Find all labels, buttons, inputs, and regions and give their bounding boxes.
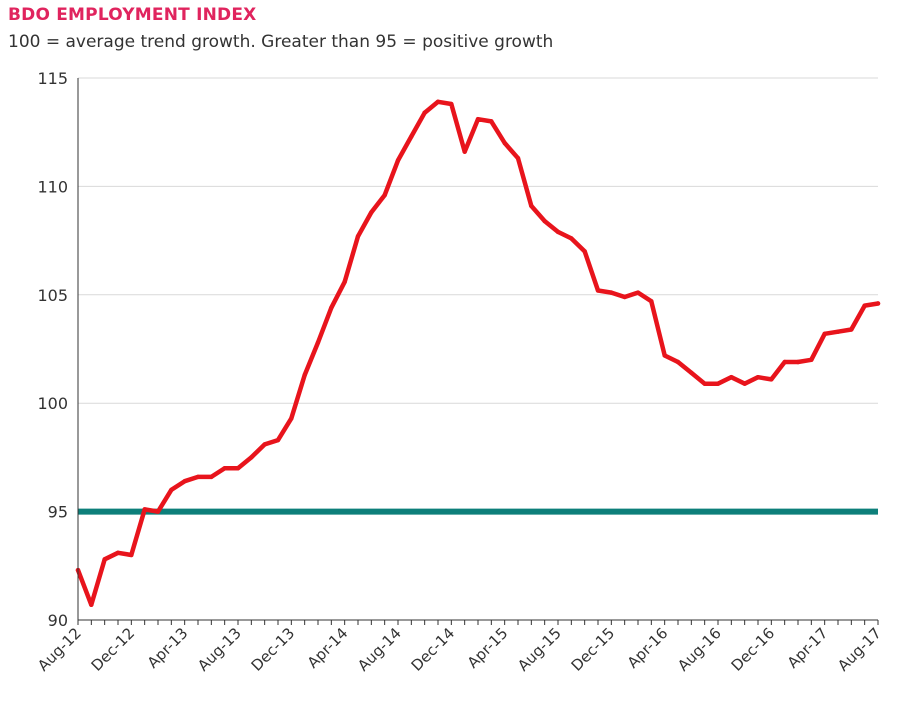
y-tick-label: 105 bbox=[37, 286, 68, 305]
data-point bbox=[222, 466, 227, 471]
data-point bbox=[622, 294, 627, 300]
data-point bbox=[89, 602, 94, 608]
gridlines bbox=[78, 77, 878, 513]
data-point bbox=[102, 557, 107, 562]
data-point bbox=[489, 119, 494, 124]
data-point bbox=[769, 377, 774, 382]
data-point bbox=[715, 381, 721, 386]
data-point bbox=[142, 507, 147, 512]
y-tick-label: 95 bbox=[48, 503, 68, 522]
data-point bbox=[502, 140, 507, 146]
data-point bbox=[515, 156, 521, 161]
y-tick-label: 100 bbox=[37, 394, 68, 413]
data-point bbox=[182, 479, 187, 484]
y-tick-label: 110 bbox=[37, 177, 68, 196]
data-point bbox=[275, 437, 281, 443]
x-axis-ticks: Aug-12 Dec-12 Apr-13 Aug-13 Dec-13 Apr-14 Aug-… bbox=[34, 620, 885, 675]
data-point bbox=[289, 416, 294, 421]
data-point bbox=[822, 331, 827, 337]
data-point bbox=[315, 340, 321, 345]
data-point bbox=[662, 353, 667, 358]
data-point bbox=[329, 305, 334, 311]
axes bbox=[77, 78, 878, 621]
x-tick-label: Apr-15 bbox=[464, 624, 512, 672]
data-point bbox=[689, 370, 694, 376]
x-tick-label: Dec-13 bbox=[248, 624, 299, 675]
data-point bbox=[862, 303, 867, 308]
data-point bbox=[542, 218, 547, 224]
x-tick-label: Dec-15 bbox=[568, 624, 619, 675]
data-point bbox=[409, 134, 414, 139]
data-point bbox=[475, 116, 481, 122]
data-point bbox=[635, 290, 641, 295]
data-point bbox=[529, 203, 534, 209]
x-tick-label: Apr-17 bbox=[784, 624, 832, 672]
data-point bbox=[369, 210, 374, 215]
data-point bbox=[449, 101, 454, 107]
data-point bbox=[702, 381, 707, 386]
data-point bbox=[382, 192, 387, 198]
y-tick-label: 115 bbox=[37, 69, 68, 88]
x-tick-label: Aug-13 bbox=[194, 624, 245, 675]
data-point bbox=[249, 455, 254, 460]
series-layer bbox=[75, 99, 881, 608]
data-point bbox=[795, 359, 801, 365]
data-point bbox=[755, 374, 761, 380]
x-tick-label: Aug-15 bbox=[514, 624, 565, 675]
data-point bbox=[609, 290, 614, 295]
data-point bbox=[235, 466, 241, 471]
series-line bbox=[75, 99, 881, 608]
data-point bbox=[342, 279, 347, 284]
data-point bbox=[462, 149, 467, 154]
data-point bbox=[435, 99, 441, 105]
data-point bbox=[875, 301, 881, 306]
data-point bbox=[395, 158, 401, 163]
x-tick-label: Dec-16 bbox=[728, 624, 779, 675]
data-point bbox=[155, 509, 161, 514]
data-point bbox=[422, 110, 427, 115]
data-point bbox=[115, 550, 121, 555]
x-tick-label: Dec-12 bbox=[88, 624, 139, 675]
data-point bbox=[595, 288, 601, 293]
x-tick-label: Apr-13 bbox=[144, 624, 192, 672]
data-point bbox=[675, 359, 681, 365]
data-point bbox=[849, 327, 854, 332]
data-point bbox=[582, 249, 587, 254]
x-tick-label: Apr-14 bbox=[304, 624, 352, 672]
x-tick-label: Dec-14 bbox=[408, 624, 459, 675]
data-point bbox=[835, 329, 841, 334]
data-point bbox=[262, 442, 267, 447]
data-point bbox=[809, 357, 814, 363]
data-point bbox=[555, 229, 561, 235]
x-tick-label: Apr-16 bbox=[624, 624, 672, 672]
data-point bbox=[569, 236, 574, 241]
data-point bbox=[169, 487, 174, 493]
chart-title: BDO EMPLOYMENT INDEX bbox=[8, 5, 257, 25]
data-point bbox=[649, 299, 654, 304]
x-tick-label: Aug-17 bbox=[834, 624, 885, 675]
x-tick-label: Aug-12 bbox=[34, 624, 85, 675]
x-tick-label: Aug-16 bbox=[674, 624, 725, 675]
data-point bbox=[782, 359, 787, 365]
data-point bbox=[729, 374, 734, 380]
x-tick-label: Aug-14 bbox=[354, 624, 405, 675]
y-axis-ticks: 90 95 100 105 110 115 bbox=[37, 69, 68, 630]
chart-subtitle: 100 = average trend growth. Greater than… bbox=[8, 32, 554, 52]
data-point bbox=[355, 234, 361, 239]
data-point bbox=[742, 381, 747, 386]
data-point bbox=[302, 372, 307, 378]
data-point bbox=[195, 474, 201, 480]
y-tick-label: 90 bbox=[48, 611, 68, 630]
data-point bbox=[209, 474, 214, 480]
data-point bbox=[129, 552, 134, 558]
